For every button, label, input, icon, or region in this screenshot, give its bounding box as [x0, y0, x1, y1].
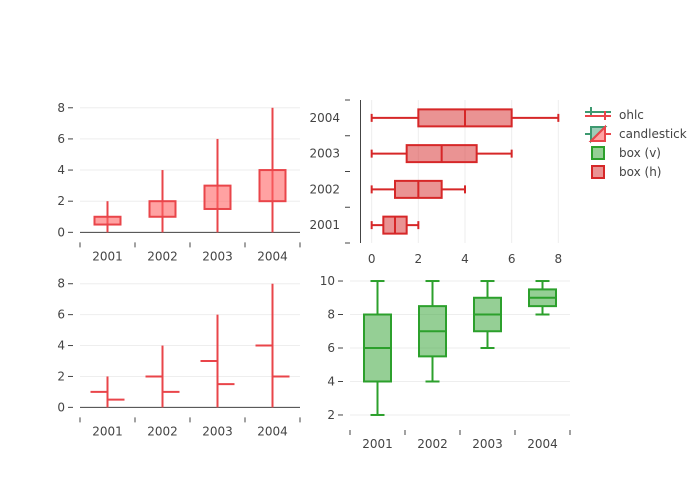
y-tick-label: 10 — [320, 274, 335, 288]
candle-body — [258, 169, 287, 203]
x-tick-label: 2001 — [92, 249, 123, 263]
y-tick-label: 2004 — [309, 111, 340, 125]
y-tick-label: 2002 — [309, 182, 340, 196]
legend-item-candlestick[interactable]: candlestick — [585, 124, 687, 144]
panel-bottom-right: 2 4 6 8 10 2001 2002 2003 2004 — [320, 274, 571, 451]
x-tick-label: 2004 — [257, 424, 288, 438]
legend-symbol-box-v — [591, 146, 605, 160]
x-tick-label: 2002 — [147, 249, 178, 263]
candle-body — [203, 184, 232, 210]
legend-item-ohlc[interactable]: ohlc — [585, 107, 644, 122]
y-tick-label: 2001 — [309, 218, 340, 232]
x-tick-label: 2003 — [472, 437, 503, 451]
y-tick-label: 4 — [57, 339, 65, 353]
y-tick-label: 0 — [57, 225, 65, 239]
x-tick-label: 4 — [461, 252, 469, 266]
y-tick-label: 2003 — [309, 147, 340, 161]
x-tick-label: 2 — [415, 252, 423, 266]
x-tick-label: 2003 — [202, 424, 233, 438]
x-tick-label: 2004 — [257, 249, 288, 263]
x-tick-label: 2002 — [417, 437, 448, 451]
x-tick-label: 8 — [555, 252, 563, 266]
y-tick-label: 4 — [327, 374, 335, 388]
y-tick-label: 2 — [57, 369, 65, 383]
y-tick-label: 0 — [57, 400, 65, 414]
panel-top-right: 0 2 4 6 8 2001 2002 2003 2004 — [309, 99, 563, 266]
legend-label: ohlc — [619, 108, 644, 122]
y-tick-label: 6 — [327, 341, 335, 355]
legend-item-box-h[interactable]: box (h) — [591, 165, 661, 179]
x-tick-label: 2001 — [92, 424, 123, 438]
y-tick-label: 4 — [57, 163, 65, 177]
x-tick-label: 0 — [368, 252, 376, 266]
panel-bottom-left: 0 2 4 6 8 2001 2002 2003 2004 — [57, 277, 301, 438]
x-tick-label: 2003 — [202, 249, 233, 263]
legend-label: box (h) — [619, 165, 661, 179]
legend[interactable]: ohlc candlestick box (v) box (h) — [585, 107, 687, 179]
y-tick-label: 6 — [57, 308, 65, 322]
y-tick-label: 8 — [57, 101, 65, 115]
y-tick-label: 2 — [327, 408, 335, 422]
candle-body — [93, 215, 122, 226]
y-tick-label: 8 — [57, 277, 65, 291]
x-tick-label: 6 — [508, 252, 516, 266]
y-tick-label: 2 — [57, 194, 65, 208]
legend-symbol-box-h — [591, 165, 605, 179]
legend-item-box-v[interactable]: box (v) — [591, 146, 661, 160]
panel-top-left: 0 2 4 6 8 2001 2002 2003 2004 — [57, 101, 301, 263]
candle-body — [148, 200, 177, 218]
x-tick-label: 2001 — [362, 437, 393, 451]
x-tick-label: 2004 — [527, 437, 558, 451]
legend-label: candlestick — [619, 127, 687, 141]
y-tick-label: 6 — [57, 132, 65, 146]
legend-label: box (v) — [619, 146, 661, 160]
x-tick-label: 2002 — [147, 424, 178, 438]
y-tick-label: 8 — [327, 308, 335, 322]
